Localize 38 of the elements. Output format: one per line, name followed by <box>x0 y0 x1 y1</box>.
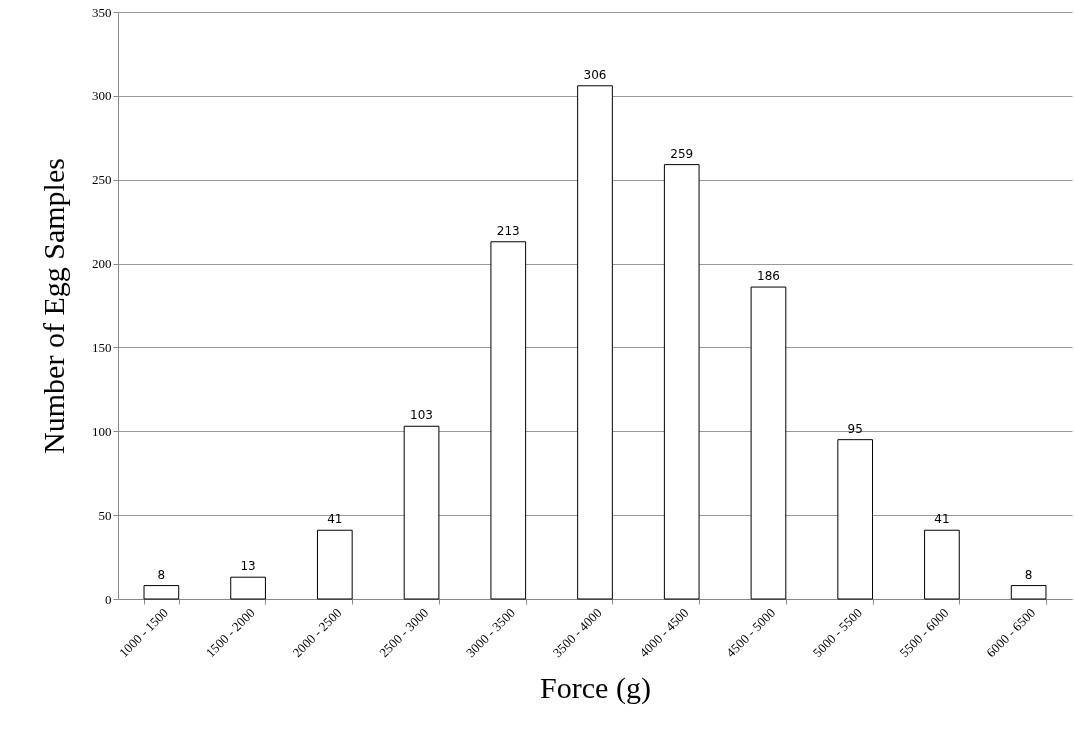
bar <box>837 439 874 600</box>
data-label: 95 <box>847 421 863 436</box>
bar <box>663 164 700 600</box>
x-tick-label: 5500 - 6000 <box>896 605 952 661</box>
bar <box>230 576 266 600</box>
bar <box>143 585 180 600</box>
x-axis-title: Force (g) <box>540 671 651 706</box>
y-tick-label: 200 <box>92 256 112 272</box>
data-label: 186 <box>757 269 780 284</box>
data-label: 8 <box>1024 567 1033 582</box>
y-axis-title: Number of Egg Samples <box>37 158 70 454</box>
x-tick-label: 4500 - 5000 <box>723 605 779 661</box>
data-label: 8 <box>157 567 166 582</box>
bar <box>403 425 440 600</box>
x-tick-label: 4000 - 4500 <box>636 605 692 661</box>
y-tick-label: 150 <box>92 339 112 355</box>
bar <box>924 529 960 600</box>
x-tick-label: 1000 - 1500 <box>116 605 172 661</box>
bar <box>490 241 527 600</box>
data-label: 41 <box>327 512 343 527</box>
bar <box>577 85 613 600</box>
data-label: 213 <box>496 223 520 238</box>
x-tick-label: 5000 - 5500 <box>809 605 865 661</box>
y-tick-label: 100 <box>92 423 112 439</box>
data-label: 306 <box>583 67 607 82</box>
data-label: 103 <box>410 408 433 423</box>
y-tick-label: 250 <box>92 172 112 188</box>
x-tick-label: 6000 - 6500 <box>983 605 1039 661</box>
bar <box>750 286 787 600</box>
data-label: 41 <box>934 512 950 527</box>
y-tick-label: 50 <box>98 507 112 523</box>
bar <box>1010 585 1047 600</box>
bar <box>316 529 353 600</box>
y-tick-label: 350 <box>92 4 112 20</box>
y-tick-label: 300 <box>92 88 112 104</box>
data-label: 13 <box>240 559 256 574</box>
y-tick-label: 0 <box>105 591 112 607</box>
data-label: 259 <box>670 146 694 161</box>
